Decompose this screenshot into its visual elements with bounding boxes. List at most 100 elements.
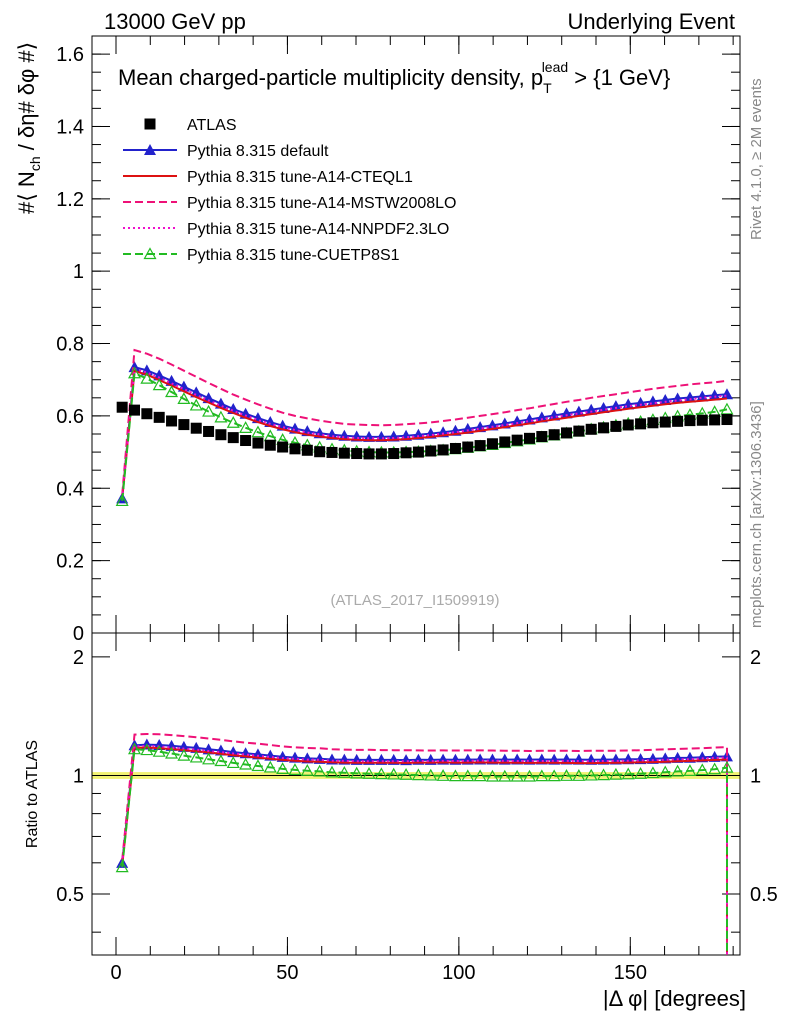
- data-point: [474, 440, 486, 452]
- main-ytick-label: 0.8: [56, 334, 84, 356]
- ratio-point: [251, 759, 265, 772]
- data-point: [672, 415, 684, 427]
- data-point: [437, 444, 449, 456]
- series-line: [121, 348, 728, 495]
- data-point: [400, 447, 412, 459]
- data-point: [152, 378, 166, 391]
- data-point: [153, 369, 166, 381]
- chart-title: Mean charged-particle multiplicity densi…: [118, 59, 670, 96]
- ratio-series-4: [115, 742, 734, 955]
- data-point: [708, 389, 721, 401]
- ratio-point: [239, 757, 253, 770]
- ratio-point: [165, 746, 179, 759]
- data-point: [252, 437, 264, 449]
- data-point: [338, 447, 350, 459]
- ratio-point: [411, 768, 425, 781]
- series-4: [121, 367, 728, 499]
- data-point: [635, 418, 647, 430]
- data-point: [721, 414, 733, 426]
- data-point: [449, 442, 461, 454]
- data-point: [289, 443, 301, 455]
- data-point: [166, 415, 178, 427]
- ratio-point: [288, 763, 302, 775]
- ratio-point: [473, 769, 487, 782]
- data-point: [535, 411, 548, 423]
- ratio-series-0: [116, 738, 733, 955]
- ratio-point: [646, 766, 660, 779]
- data-point: [609, 400, 622, 412]
- ratio-point: [708, 762, 722, 775]
- ratio-point: [177, 748, 191, 761]
- xtick-label: 0: [110, 962, 121, 984]
- data-point: [598, 422, 610, 434]
- data-point: [239, 421, 253, 433]
- data-point: [548, 429, 560, 441]
- ratio-ytick-label: 1: [73, 765, 84, 787]
- data-point: [523, 432, 535, 444]
- data-point: [141, 408, 153, 420]
- legend-entry: Pythia 8.315 tune-CUETP8S1: [123, 247, 400, 264]
- ratio-point: [634, 767, 648, 779]
- legend-entry: Pythia 8.315 tune-A14-NNPDF2.3LO: [123, 221, 449, 238]
- data-point: [165, 374, 178, 386]
- main-y-axis-label-tail: / δη# δφ #⟩: [14, 42, 39, 157]
- ratio-point: [374, 767, 388, 780]
- ratio-point: [399, 768, 413, 780]
- ratio-point: [202, 752, 216, 765]
- data-point: [462, 441, 474, 453]
- ratio-point: [498, 769, 512, 782]
- data-point: [190, 422, 202, 434]
- legend-label: Pythia 8.315 default: [187, 143, 329, 160]
- data-point: [314, 446, 326, 458]
- data-point: [536, 431, 548, 443]
- data-point: [659, 416, 671, 428]
- data-point: [684, 415, 696, 427]
- data-point: [351, 448, 363, 460]
- ratio-point: [226, 756, 240, 769]
- ratio-point: [658, 765, 672, 778]
- legend-label: Pythia 8.315 tune-CUETP8S1: [187, 247, 400, 264]
- data-point: [203, 425, 215, 437]
- main-ytick-label: 0.6: [56, 406, 84, 428]
- data-point: [634, 396, 647, 408]
- data-point: [116, 401, 128, 413]
- header-left-label: 13000 GeV pp: [104, 9, 246, 34]
- data-point: [560, 407, 573, 419]
- legend-entry: Pythia 8.315 tune-A14-CTEQL1: [123, 169, 413, 186]
- main-series-layer: [115, 348, 734, 507]
- ratio-ytick-label-right: 0.5: [750, 884, 778, 906]
- chart-title-tail: > {1 GeV}: [568, 65, 670, 90]
- analysis-watermark: (ATLAS_2017_I1509919): [330, 592, 499, 609]
- ratio-point: [189, 750, 203, 763]
- series-3: [121, 348, 728, 495]
- ratio-ytick-label: 2: [73, 647, 84, 669]
- ratio-point: [584, 768, 598, 781]
- ratio-point: [214, 754, 228, 767]
- x-axis-label: |Δ φ| [degrees]: [603, 986, 746, 1011]
- rivet-version-label: Rivet 4.1.0, ≥ 2M events: [748, 78, 765, 240]
- data-point: [140, 371, 154, 384]
- ratio-point: [276, 762, 290, 775]
- ratio-point: [313, 764, 327, 777]
- ratio-point: [535, 769, 549, 782]
- data-point: [622, 419, 634, 431]
- ratio-point: [695, 763, 709, 776]
- data-point: [696, 390, 709, 402]
- legend-label: Pythia 8.315 tune-A14-MSTW2008LO: [187, 195, 456, 212]
- chart-title-main: Mean charged-particle multiplicity densi…: [118, 65, 543, 90]
- mcplots-label: mcplots.cern.ch [arXiv:1306.3436]: [748, 401, 765, 628]
- data-point: [202, 404, 216, 417]
- ratio-point: [325, 765, 339, 778]
- ratio-ytick-label: 0.5: [56, 884, 84, 906]
- ratio-point: [387, 767, 401, 780]
- data-point: [610, 420, 622, 432]
- data-point: [127, 366, 142, 379]
- ratio-point: [522, 769, 537, 782]
- main-y-axis-label-sub: ch: [27, 156, 43, 171]
- ratio-point: [350, 766, 364, 779]
- data-point: [683, 391, 696, 403]
- ratio-point: [510, 769, 524, 782]
- ratio-point: [671, 764, 685, 777]
- ratio-point: [559, 769, 574, 781]
